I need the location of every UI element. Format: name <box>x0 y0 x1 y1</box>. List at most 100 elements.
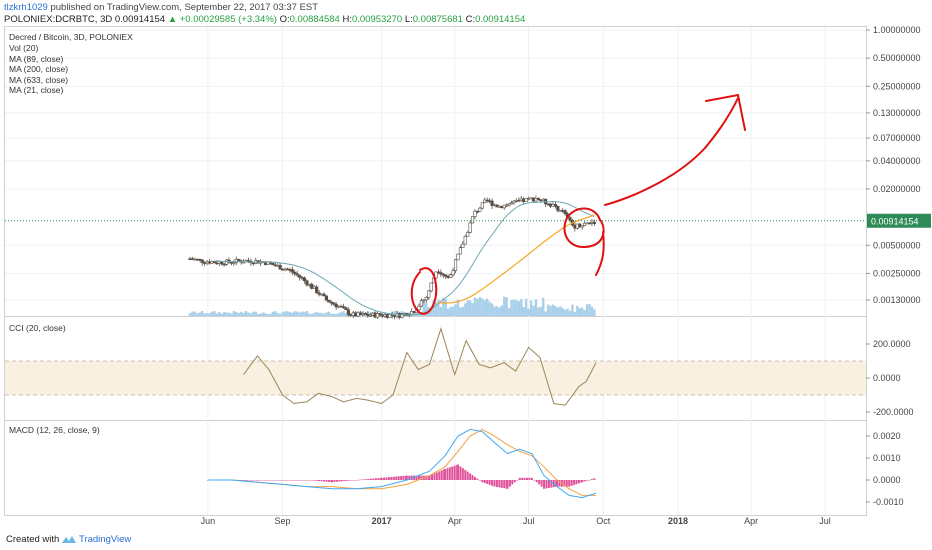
volume-bar <box>512 299 516 316</box>
macd-hist-bar <box>545 480 548 489</box>
macd-hist-bar <box>380 477 383 480</box>
candle-up <box>466 232 470 237</box>
macd-hist-bar <box>461 468 464 480</box>
macd-hist-bar <box>243 480 246 481</box>
macd-hist-bar <box>293 480 296 481</box>
candles <box>188 195 596 320</box>
high-value: 0.00953270 <box>351 14 403 25</box>
macd-hist-bar <box>258 480 261 481</box>
macd-hist-bar <box>353 480 356 481</box>
candle-up <box>483 199 487 203</box>
volume-bar <box>493 306 496 316</box>
open-value: 0.00884584 <box>289 14 340 25</box>
volume-bar <box>295 311 299 316</box>
macd-hist-bar <box>588 479 591 481</box>
volume-bar <box>522 307 525 316</box>
candle-up <box>473 210 477 217</box>
cci-axis[interactable]: 200.0000 0.0000 -200.0000 <box>866 339 914 417</box>
candle-down <box>568 217 572 221</box>
tradingview-brand[interactable]: TradingView <box>79 534 132 545</box>
time-tick-label: Apr <box>744 516 758 526</box>
volume-bar <box>429 309 433 316</box>
candle-up <box>427 290 431 298</box>
candle-down <box>271 263 275 266</box>
volume-bar <box>205 313 209 316</box>
volume-bar <box>503 296 506 316</box>
hand-drawn-annotations <box>410 93 746 315</box>
last-price-tag-label: 0.00914154 <box>871 216 919 226</box>
volume-bar <box>583 309 586 316</box>
macd-hist-bar <box>535 480 538 483</box>
volume-bar <box>500 305 504 316</box>
volume-bar <box>559 306 562 316</box>
open-label: O: <box>279 14 290 25</box>
macd-hist-bar <box>355 480 358 481</box>
volume-bar <box>203 313 206 316</box>
macd-hist-bar <box>577 480 580 484</box>
volume-bar <box>213 311 216 316</box>
volume-bar <box>515 299 518 316</box>
macd-hist-bar <box>508 480 511 487</box>
macd-hist-bar <box>428 475 431 480</box>
close-value: 0.00914154 <box>475 14 526 25</box>
candle-down <box>293 271 297 274</box>
volume-bar <box>317 312 321 316</box>
volume-bar <box>230 313 233 316</box>
candle-down <box>363 313 367 315</box>
macd-axis[interactable]: 0.0020 0.0010 0.0000 -0.0010 <box>866 431 904 507</box>
publish-info: tlzkrh1029 published on TradingView.com,… <box>4 2 318 13</box>
volume-bar <box>225 312 228 316</box>
candle-down <box>324 295 329 301</box>
volume-bar <box>534 299 538 316</box>
macd-hist-bar <box>533 480 536 481</box>
macd-hist-bar <box>301 480 304 481</box>
macd-hist-bar <box>540 480 543 487</box>
macd-hist-bar <box>466 471 469 480</box>
low-label: L: <box>404 14 413 25</box>
macd-hist-bar <box>570 480 573 486</box>
volume-bar <box>578 308 581 316</box>
volume-bar <box>303 311 306 316</box>
macd-hist-bar <box>583 480 586 482</box>
volume-bar <box>315 311 318 316</box>
macd-hist-bar <box>275 480 278 481</box>
volume-bar <box>566 308 569 316</box>
macd-hist-bar <box>288 480 291 481</box>
macd-hist-bar <box>581 480 584 483</box>
cci-line <box>243 327 597 406</box>
macd-hist-bar <box>315 480 318 481</box>
volume-bar <box>196 313 199 316</box>
candle-down <box>563 210 567 215</box>
volume-bar <box>580 307 584 316</box>
macd-hist-bar <box>305 480 308 481</box>
price-tick-label: 0.00130000 <box>873 295 921 305</box>
candle-down <box>237 258 241 262</box>
macd-hist-bar <box>556 480 559 487</box>
macd-hist-bar <box>303 480 306 481</box>
price-axis[interactable]: 1.00000000 0.50000000 0.25000000 0.13000000… <box>866 25 921 305</box>
macd-hist-bar <box>365 479 368 480</box>
volume-bar <box>532 305 535 316</box>
time-tick-label: Jun <box>201 516 216 526</box>
macd-hist-bar <box>530 477 533 480</box>
volume-bar <box>191 311 194 316</box>
volume-bar <box>425 303 428 316</box>
candle-up <box>463 236 467 245</box>
macd-hist-bar <box>370 478 373 480</box>
macd-hist-bar <box>518 477 521 480</box>
macd-hist-bar <box>338 480 341 482</box>
macd-hist-bar <box>390 476 393 480</box>
candle-up <box>583 222 587 226</box>
time-axis[interactable]: Jun Sep 2017 Apr Jul Oct 2018 Apr Jul <box>201 516 831 526</box>
volume-bar <box>247 312 250 316</box>
macd-hist-bar <box>313 480 316 481</box>
volume-bar <box>208 313 211 316</box>
macd-hist-bar <box>331 480 334 483</box>
volume-bar <box>322 313 326 316</box>
volume-bar <box>222 312 226 316</box>
macd-hist-bar <box>433 473 436 480</box>
author-link[interactable]: tlzkrh1029 <box>4 2 48 13</box>
candle-down <box>315 286 319 294</box>
candle-down <box>378 313 382 316</box>
